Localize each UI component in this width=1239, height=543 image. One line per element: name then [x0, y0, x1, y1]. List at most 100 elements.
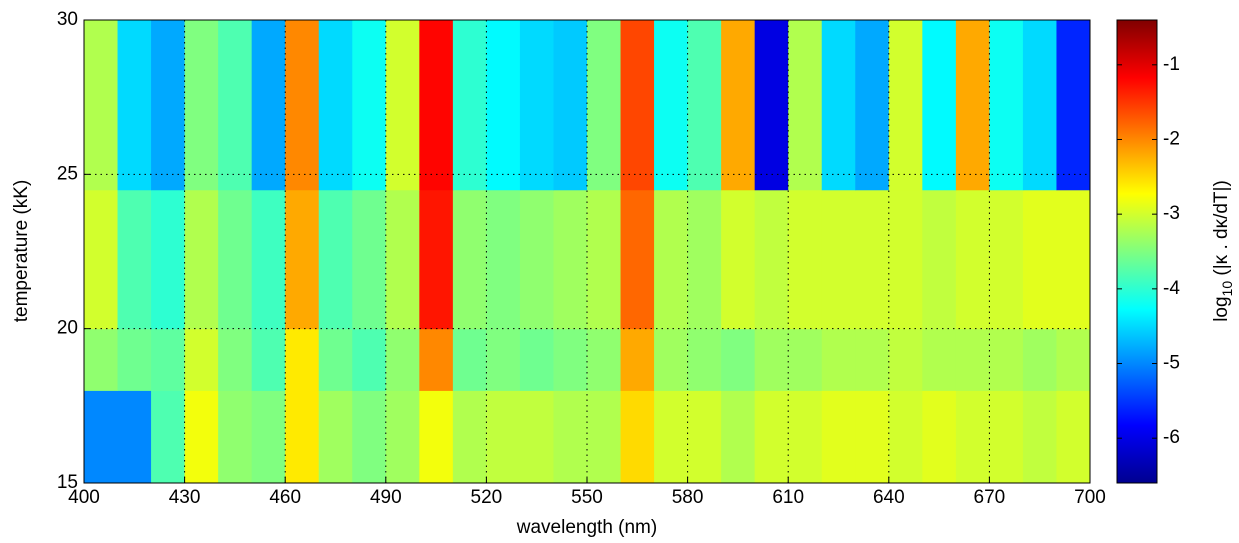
heatmap-cell	[620, 189, 655, 330]
heatmap-cell	[519, 189, 554, 330]
x-tick-label: 640	[873, 487, 905, 508]
heatmap-cell	[251, 328, 286, 391]
axes: 400 430 460 490 520 550 580 610 640 670 700 15 20 25 3…	[57, 9, 1106, 508]
heatmap-cell	[654, 20, 689, 191]
colorbar-label-sub: 10	[1219, 281, 1235, 297]
heatmap-cell	[888, 328, 923, 391]
heatmap-cell	[620, 328, 655, 391]
heatmap-cell	[788, 328, 823, 391]
heatmap-cell	[687, 328, 722, 391]
heatmap-cell	[251, 189, 286, 330]
heatmap-cells	[84, 20, 1091, 484]
heatmap-cell	[955, 328, 990, 391]
colorbar	[1116, 19, 1158, 484]
heatmap-cell	[922, 20, 957, 191]
heatmap-cell	[84, 328, 119, 391]
heatmap-cell	[922, 189, 957, 330]
heatmap-cell	[117, 328, 152, 391]
heatmap-cell	[754, 328, 789, 391]
heatmap-cell	[352, 189, 387, 330]
heatmap-cell	[721, 328, 756, 391]
y-axis-label: temperature (kK)	[11, 180, 32, 323]
heatmap-cell	[151, 390, 186, 484]
colorbar-label-rest: (|κ . dκ/dT|)	[1211, 180, 1232, 281]
heatmap-cell	[1022, 390, 1057, 484]
heatmap-cell	[1022, 189, 1057, 330]
heatmap-cell	[352, 20, 387, 191]
heatmap-cell	[285, 20, 320, 191]
heatmap-cell	[587, 189, 622, 330]
colorbar-label: log10 (|κ . dκ/dT|)	[1211, 180, 1235, 322]
heatmap-cell	[251, 390, 286, 484]
x-tick-label: 430	[169, 487, 201, 508]
x-tick-label: 700	[1074, 487, 1106, 508]
heatmap-cell	[352, 390, 387, 484]
heatmap-cell	[654, 390, 689, 484]
heatmap-cell	[519, 20, 554, 191]
heatmap-cell	[721, 20, 756, 191]
y-tick-label: 25	[57, 163, 78, 184]
heatmap-cell	[184, 20, 219, 191]
heatmap-cell	[251, 20, 286, 191]
heatmap-cell	[687, 390, 722, 484]
heatmap-cell	[84, 390, 119, 484]
heatmap-cell	[553, 328, 588, 391]
heatmap-cell	[486, 328, 521, 391]
x-tick-label: 460	[269, 487, 301, 508]
heatmap-cell	[419, 189, 454, 330]
heatmap-cell	[519, 328, 554, 391]
heatmap-cell	[587, 20, 622, 191]
heatmap-cell	[318, 390, 353, 484]
x-tick-label: 580	[672, 487, 704, 508]
colorbar-tick-label: -5	[1163, 353, 1180, 374]
heatmap-cell	[419, 390, 454, 484]
colorbar-tick-label: -4	[1163, 278, 1180, 299]
heatmap-cell	[855, 390, 890, 484]
heatmap-cell	[117, 189, 152, 330]
heatmap-cell	[218, 328, 253, 391]
heatmap-cell	[218, 20, 253, 191]
heatmap-cell	[84, 20, 119, 191]
colorbar-tick-label: -6	[1163, 427, 1180, 448]
heatmap-cell	[385, 390, 420, 484]
colorbar-tick-label: -1	[1163, 54, 1180, 75]
heatmap-cell	[419, 328, 454, 391]
heatmap-cell	[385, 328, 420, 391]
heatmap-cell	[218, 390, 253, 484]
heatmap-cell	[955, 20, 990, 191]
heatmap-cell	[587, 390, 622, 484]
heatmap-cell	[352, 328, 387, 391]
heatmap-cell	[821, 390, 856, 484]
heatmap-cell	[419, 20, 454, 191]
heatmap-cell	[285, 189, 320, 330]
heatmap-cell	[553, 20, 588, 191]
heatmap-cell	[1022, 20, 1057, 191]
heatmap-cell	[922, 390, 957, 484]
heatmap-cell	[788, 189, 823, 330]
heatmap-cell	[1056, 20, 1091, 191]
heatmap-cell	[385, 189, 420, 330]
heatmap-cell	[1056, 390, 1091, 484]
heatmap-cell	[955, 189, 990, 330]
heatmap-cell	[318, 328, 353, 391]
heatmap-cell	[553, 390, 588, 484]
heatmap-cell	[486, 390, 521, 484]
heatmap-cell	[553, 189, 588, 330]
heatmap-cell	[285, 328, 320, 391]
heatmap-cell	[721, 390, 756, 484]
heatmap-cell	[788, 390, 823, 484]
plot-frame	[83, 19, 1091, 484]
heatmap-cell	[117, 390, 152, 484]
x-tick-label: 490	[370, 487, 402, 508]
heatmap-cell	[452, 390, 487, 484]
y-tick-label: 30	[57, 9, 78, 30]
heatmap-cell	[989, 20, 1024, 191]
heatmap-cell	[821, 328, 856, 391]
heatmap-cell	[620, 20, 655, 191]
heatmap-cell	[989, 328, 1024, 391]
heatmap-cell	[788, 20, 823, 191]
heatmap-cell	[452, 20, 487, 191]
heatmap-cell	[285, 390, 320, 484]
heatmap-cell	[84, 189, 119, 330]
